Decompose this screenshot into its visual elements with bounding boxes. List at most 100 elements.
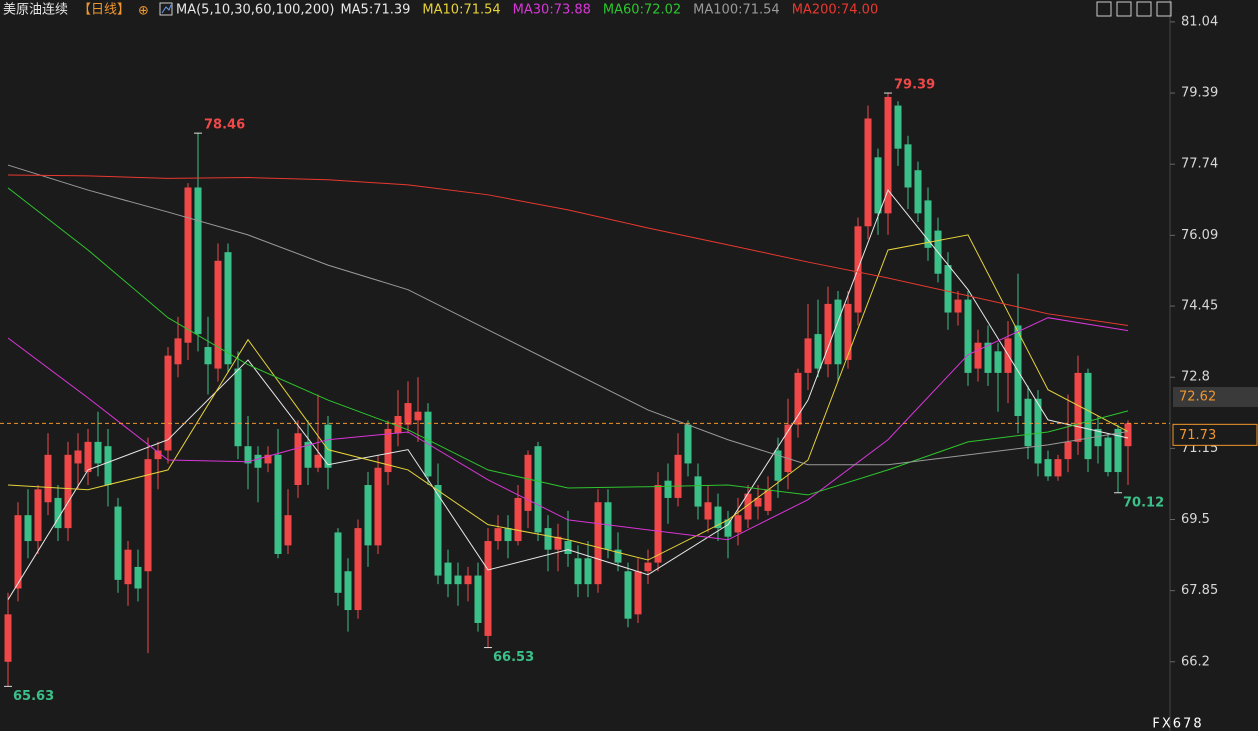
high-label: 79.39 (894, 78, 935, 93)
candle-body (294, 433, 302, 485)
candle-body (154, 450, 162, 460)
candle-body (344, 571, 352, 611)
candle-body (604, 502, 612, 550)
candle-body (1094, 428, 1102, 447)
y-tick-label: 81.04 (1181, 14, 1218, 29)
candle-body (684, 424, 692, 464)
candle-body (1074, 372, 1082, 442)
y-tick-label: 67.85 (1181, 583, 1218, 598)
candle-body (804, 338, 812, 373)
low-label: 66.53 (493, 650, 534, 665)
tool-button[interactable] (1116, 1, 1132, 17)
candle-body (974, 342, 982, 369)
candle-body (564, 541, 572, 554)
candle-body (494, 528, 502, 542)
candle-body (184, 187, 192, 343)
ma-line (7, 174, 1129, 326)
candle-body (24, 515, 32, 542)
tool-button[interactable] (1136, 1, 1152, 17)
candle-body (924, 200, 932, 248)
candle-body (874, 157, 882, 214)
candle-body (584, 558, 592, 585)
candle-body (1054, 459, 1062, 477)
instrument-title: 美原油连续 (3, 2, 68, 18)
candle-body (994, 351, 1002, 373)
candle-body (384, 428, 392, 473)
high-label: 78.46 (204, 118, 245, 133)
legend-entry: MA10:71.54 (422, 3, 500, 18)
candle-body (734, 515, 742, 533)
y-tick-label: 69.5 (1181, 512, 1210, 527)
legend: 美原油连续 【日线】 ⊕ MA(5,10,30,60,100,200) (3, 2, 334, 19)
y-tick-label: 79.39 (1181, 86, 1218, 101)
candle-body (1064, 441, 1072, 460)
candle-body (524, 454, 532, 511)
candle-body (824, 303, 832, 365)
candle-body (144, 459, 152, 572)
candle-body (904, 144, 912, 188)
candle-body (14, 515, 22, 589)
candle-body (364, 485, 372, 546)
y-tick-label: 76.09 (1181, 228, 1218, 243)
candle-body (954, 299, 962, 313)
candle-body (894, 105, 902, 149)
candle-body (914, 170, 922, 214)
candle-body (964, 299, 972, 373)
candle-body (594, 502, 602, 585)
candle-body (354, 528, 362, 611)
ma-line (7, 189, 1129, 600)
candle-body (534, 446, 542, 533)
legend-entry: MA100:71.54 (693, 3, 780, 18)
period-label[interactable]: 【日线】 (78, 3, 130, 18)
candle-body (514, 497, 522, 542)
tool-button[interactable] (1096, 1, 1112, 17)
candle-body (1114, 428, 1122, 473)
candle-body (844, 303, 852, 360)
last-price-label: 71.73 (1179, 428, 1216, 443)
candle-body (574, 558, 582, 585)
candle-body (724, 519, 732, 537)
side-label: 72.62 (1179, 390, 1216, 405)
candle-body (64, 454, 72, 529)
candle-body (754, 497, 762, 507)
candle-body (334, 532, 342, 593)
candle-body (174, 338, 182, 365)
y-tick-label: 74.45 (1181, 299, 1218, 314)
candle-body (944, 265, 952, 313)
candle-body (224, 252, 232, 365)
candle-body (314, 454, 322, 468)
candle-body (274, 454, 282, 554)
candle-body (164, 355, 172, 451)
candle-body (194, 187, 202, 335)
candle-body (434, 485, 442, 576)
tool-button[interactable] (1156, 1, 1172, 17)
candle-body (744, 493, 752, 520)
candle-body (634, 571, 642, 615)
candle-body (254, 454, 262, 468)
candle-body (984, 342, 992, 373)
candle-body (704, 502, 712, 520)
candle-body (664, 480, 672, 498)
candle-body (714, 506, 722, 529)
candle-body (374, 467, 382, 546)
settings-icon[interactable]: ⊕ (138, 4, 149, 19)
candle-body (1104, 437, 1112, 473)
indicator-icon[interactable] (159, 2, 173, 16)
candle-body (864, 118, 872, 227)
candle-body (204, 347, 212, 365)
candle-body (414, 411, 422, 421)
candle-body (74, 450, 82, 464)
candle-body (774, 450, 782, 481)
candle-body (124, 549, 132, 585)
candle-body (654, 485, 662, 563)
candle-body (94, 441, 102, 464)
ma-line (7, 234, 1129, 561)
candle-body (834, 299, 842, 365)
candle-body (1124, 423, 1132, 447)
candle-body (884, 96, 892, 214)
candle-body (104, 446, 112, 485)
candle-body (4, 614, 12, 662)
low-label: 70.12 (1123, 495, 1164, 510)
